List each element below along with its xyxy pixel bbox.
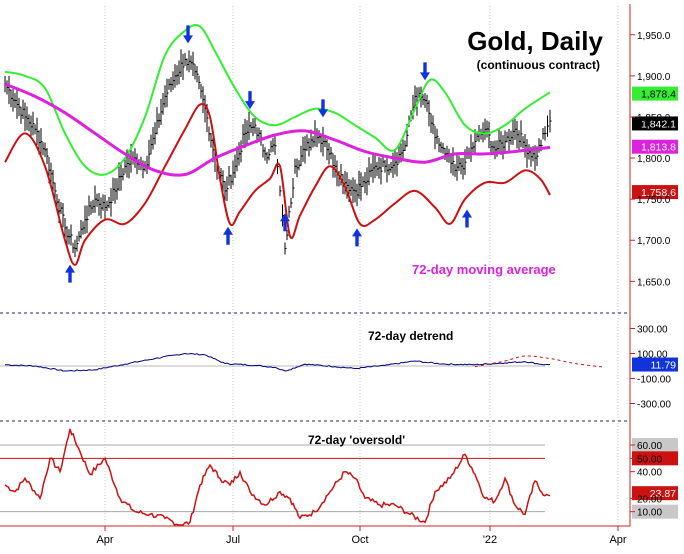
lower-band-line (4, 102, 551, 266)
svg-text:1,813.8: 1,813.8 (641, 142, 676, 154)
y-tick-label: 60.00 (637, 441, 662, 452)
price-panel: 1,878.4 1,842.1 1,813.8 1,758.6 (4, 24, 678, 283)
svg-text:11.79: 11.79 (651, 360, 677, 372)
oscillator-reference-box (632, 451, 678, 466)
detrend-value-label: 11.79 (632, 357, 678, 372)
up-arrow-icon (280, 213, 290, 232)
y-tick-label: 1,850.0 (637, 113, 671, 124)
oscillator-panel-title: 72-day 'oversold' (308, 433, 405, 447)
up-arrow-icon (352, 228, 362, 247)
oscillator-reference-box (632, 438, 678, 452)
chart-title: Gold, Daily (467, 26, 603, 56)
y-tick-label: -100.00 (637, 375, 671, 386)
y-tick-label: 300.00 (637, 325, 668, 336)
down-arrow-icon (183, 25, 193, 44)
chart-subtitle: (continuous contract) (477, 58, 600, 72)
down-arrow-icon (420, 62, 430, 81)
detrend-panel-title: 72-day detrend (368, 329, 453, 343)
y-tick-label: 40.00 (637, 468, 662, 479)
moving-average-annotation: 72-day moving average (412, 262, 556, 277)
y-tick-label: 1,750.0 (637, 195, 671, 206)
down-arrow-icon (245, 91, 255, 110)
y-tick-label: 1,800.0 (637, 154, 671, 165)
price-value-label: 1,842.1 (632, 116, 678, 131)
detrend-line (5, 352, 551, 372)
up-arrow-icon (462, 209, 472, 228)
x-tick-label: Apr (609, 534, 626, 546)
y-tick-label: 10.00 (637, 508, 662, 519)
y-tick-label: 50.00 (637, 454, 662, 465)
price-bars (4, 49, 552, 258)
upper-band-line (4, 24, 551, 176)
oscillator-reference-box (632, 504, 678, 519)
x-tick-label: Apr (96, 534, 113, 546)
y-tick-label: -300.00 (637, 400, 671, 411)
oscillator-panel: 23.87 (0, 428, 678, 526)
svg-text:1,842.1: 1,842.1 (641, 118, 676, 130)
y-tick-label: 1,700.0 (637, 236, 671, 247)
y-tick-label: 1,650.0 (637, 277, 671, 288)
price-value-label: 1,813.8 (632, 139, 678, 154)
detrend-panel: 11.79 (0, 352, 678, 372)
x-tick-label: Oct (351, 534, 368, 546)
detrend-projection-line (474, 355, 606, 368)
chart-axes: Apr Jul Oct '22 Apr 1,950.0 1,900.0 1,850.0 1,80… (0, 4, 671, 546)
y-tick-label: 1,900.0 (637, 72, 671, 83)
price-value-label: 1,758.6 (632, 185, 678, 200)
moving-average-line (4, 82, 551, 177)
up-arrow-icon (223, 226, 233, 245)
price-value-label: 1,878.4 (632, 86, 678, 101)
oscillator-line (4, 428, 551, 526)
chart-grid (104, 6, 619, 525)
up-arrow-icon (65, 264, 76, 283)
y-tick-label: 20.00 (637, 494, 662, 505)
x-tick-label: Jul (226, 534, 240, 546)
down-arrow-icon (318, 99, 328, 118)
svg-text:1,758.6: 1,758.6 (641, 187, 676, 199)
svg-text:1,878.4: 1,878.4 (641, 89, 676, 101)
svg-text:23.87: 23.87 (650, 488, 676, 500)
oscillator-value-label: 23.87 (632, 486, 678, 501)
x-tick-label: '22 (483, 534, 497, 546)
y-tick-label: 100.00 (637, 350, 668, 361)
y-tick-label: 1,950.0 (637, 31, 671, 42)
